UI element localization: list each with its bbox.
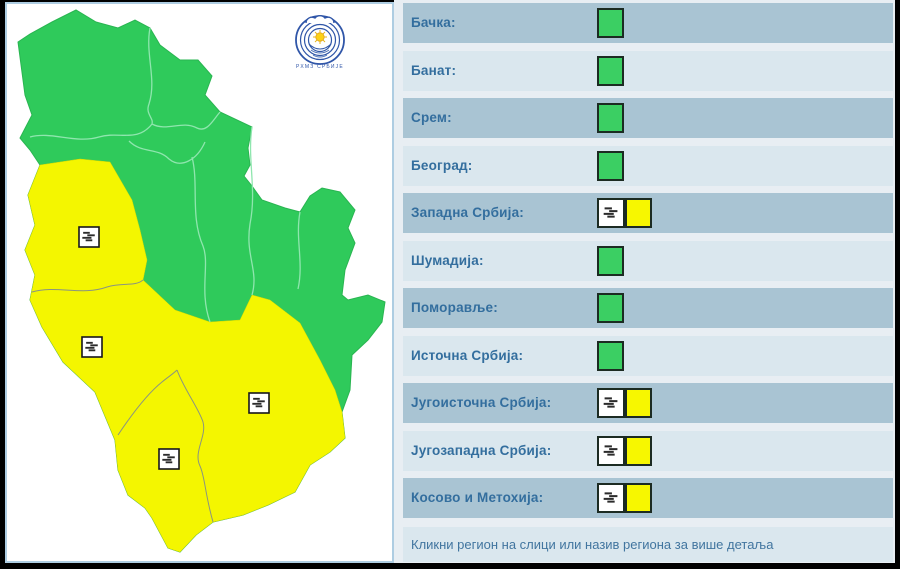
yellow-status-swatch: [625, 435, 652, 466]
region-name[interactable]: Косово и Метохија:: [411, 490, 544, 505]
map-region-yellow-area[interactable]: [24, 158, 346, 553]
region-row-6[interactable]: Шумадија:: [403, 240, 893, 281]
region-name[interactable]: Југоисточна Србија:: [411, 395, 552, 410]
fog-icon: [597, 388, 625, 418]
region-name[interactable]: Шумадија:: [411, 252, 484, 268]
green-status-swatch: [597, 8, 624, 38]
map-hint-row: Кликни регион на слици или назив региона…: [403, 527, 893, 562]
yellow-internal-borders: [31, 279, 214, 523]
region-name[interactable]: Поморавље:: [411, 300, 498, 315]
region-name[interactable]: Београд:: [411, 157, 473, 173]
green-status-swatch: [597, 340, 624, 371]
fog-icon: [597, 483, 625, 513]
swatch-area: [597, 150, 624, 181]
region-row-7[interactable]: Поморавље:: [403, 288, 893, 328]
region-name[interactable]: Банат:: [411, 62, 457, 78]
region-name[interactable]: Бачка:: [411, 15, 456, 30]
yellow-status-swatch: [625, 388, 652, 418]
region-row-3[interactable]: Срем:: [403, 98, 893, 138]
region-list-panel: Бачка: Банат: Срем: Београд: Западна Срб…: [394, 0, 895, 563]
region-row-4[interactable]: Београд:: [403, 145, 893, 186]
rhmz-logo-icon: [295, 14, 345, 65]
fog-icon: [597, 198, 625, 228]
region-row-5[interactable]: Западна Србија:: [403, 193, 893, 233]
map-fog-warning-icon-kosovo[interactable]: [158, 448, 180, 470]
region-row-11[interactable]: Косово и Метохија:: [403, 478, 893, 518]
green-status-swatch: [597, 150, 624, 181]
map-hint-text: Кликни регион на слици или назив региона…: [411, 537, 774, 552]
yellow-status-swatch: [625, 483, 652, 513]
swatch-area: [597, 245, 624, 276]
map-fog-warning-icon-jugozapadna[interactable]: [81, 336, 103, 358]
serbia-map-panel: РХМЗ СРБИЈЕ: [5, 2, 394, 563]
region-name[interactable]: Срем:: [411, 110, 452, 125]
map-fog-warning-icon-zapadna[interactable]: [78, 226, 100, 248]
swatch-area: [597, 435, 652, 466]
green-status-swatch: [597, 245, 624, 276]
region-row-2[interactable]: Банат:: [403, 50, 893, 91]
region-row-1[interactable]: Бачка:: [403, 3, 893, 43]
green-status-swatch: [597, 55, 624, 86]
region-name[interactable]: Источна Србија:: [411, 347, 524, 363]
swatch-area: [597, 483, 652, 513]
region-rows: Бачка: Банат: Срем: Београд: Западна Срб…: [403, 3, 893, 526]
swatch-area: [597, 8, 624, 38]
swatch-area: [597, 103, 624, 133]
swatch-area: [597, 293, 624, 323]
swatch-area: [597, 55, 624, 86]
green-status-swatch: [597, 103, 624, 133]
region-name[interactable]: Западна Србија:: [411, 205, 524, 220]
region-name[interactable]: Југозападна Србија:: [411, 442, 552, 458]
green-internal-borders: [29, 27, 301, 323]
green-status-swatch: [597, 293, 624, 323]
region-row-10[interactable]: Југозападна Србија:: [403, 430, 893, 471]
fog-icon: [597, 435, 625, 466]
rhmz-logo-caption: РХМЗ СРБИЈЕ: [296, 64, 344, 70]
serbia-warning-map: РХМЗ СРБИЈЕ: [17, 9, 386, 553]
swatch-area: [597, 388, 652, 418]
region-row-9[interactable]: Југоисточна Србија:: [403, 383, 893, 423]
swatch-area: [597, 198, 652, 228]
map-fog-warning-icon-jugoistocna[interactable]: [248, 392, 270, 414]
region-row-8[interactable]: Источна Србија:: [403, 335, 893, 376]
swatch-area: [597, 340, 624, 371]
yellow-status-swatch: [625, 198, 652, 228]
